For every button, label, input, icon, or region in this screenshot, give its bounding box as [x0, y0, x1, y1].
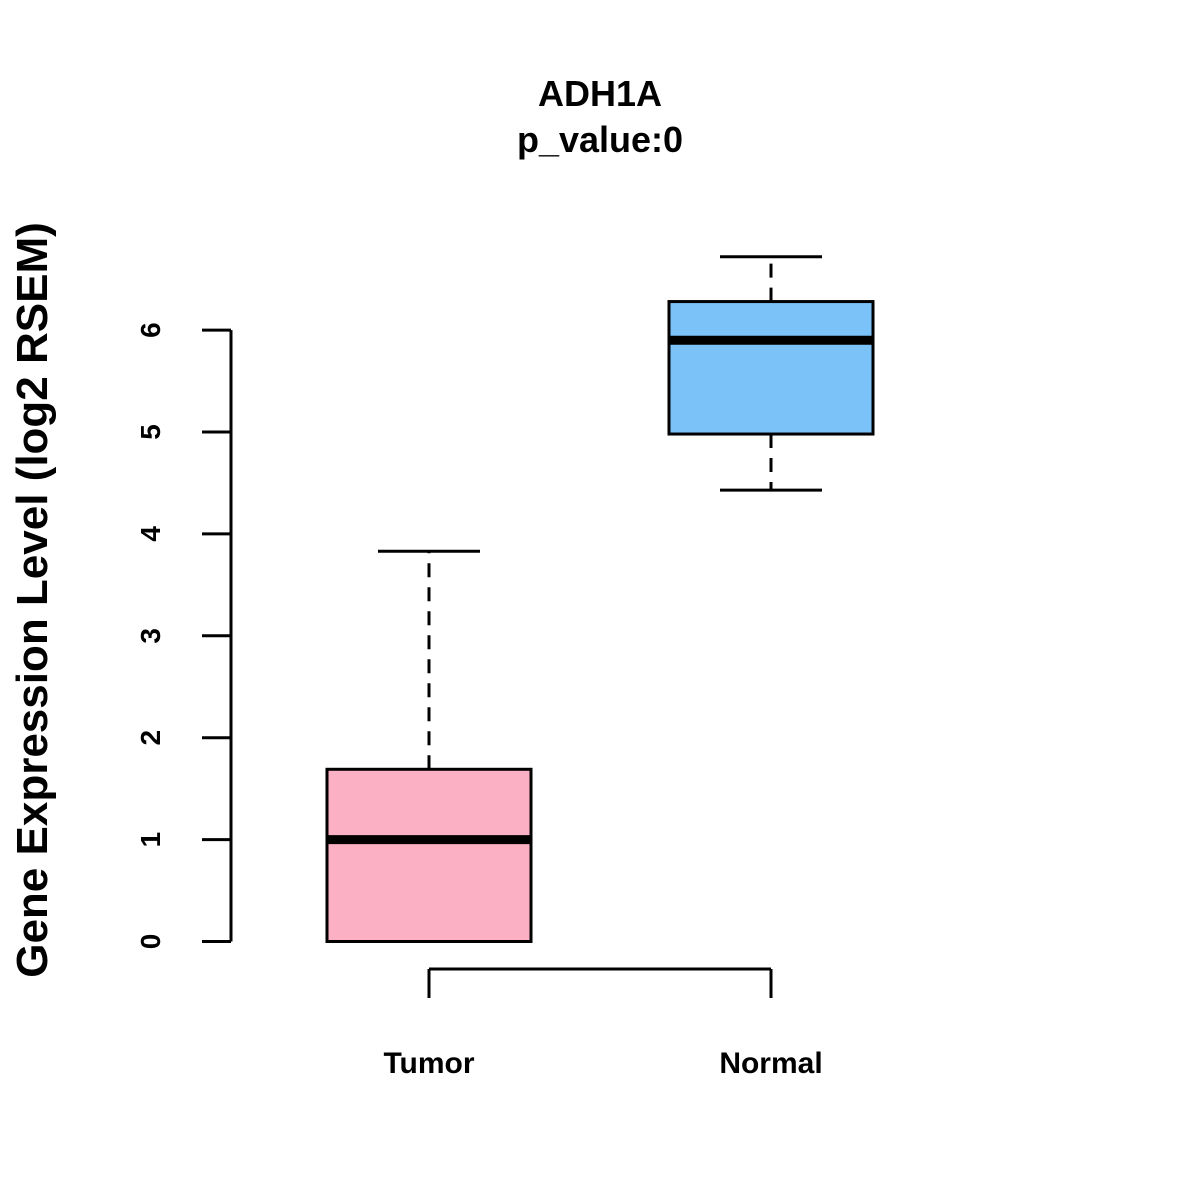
x-tick-label-tumor: Tumor	[383, 1047, 474, 1080]
x-tick-label-normal: Normal	[719, 1047, 822, 1080]
y-tick-label: 3	[135, 628, 166, 644]
iqr-box	[667, 300, 875, 436]
y-tick-label: 5	[135, 424, 166, 440]
y-axis: 0 1 2 3 4 5 6	[135, 322, 233, 950]
box-normal	[667, 255, 875, 492]
box-group	[325, 255, 875, 943]
box-tumor	[325, 549, 533, 943]
y-tick-label: 1	[135, 832, 166, 848]
y-tick-label: 2	[135, 730, 166, 746]
x-axis: Tumor Normal	[383, 967, 823, 1080]
y-tick-label: 6	[135, 322, 166, 338]
y-tick-label: 0	[135, 934, 166, 950]
chart-subtitle: p_value:0	[517, 119, 683, 160]
y-tick-label: 4	[135, 526, 166, 542]
chart-title: ADH1A	[538, 73, 662, 114]
iqr-box	[325, 767, 533, 943]
y-axis-label: Gene Expression Level (log2 RSEM)	[8, 222, 57, 978]
